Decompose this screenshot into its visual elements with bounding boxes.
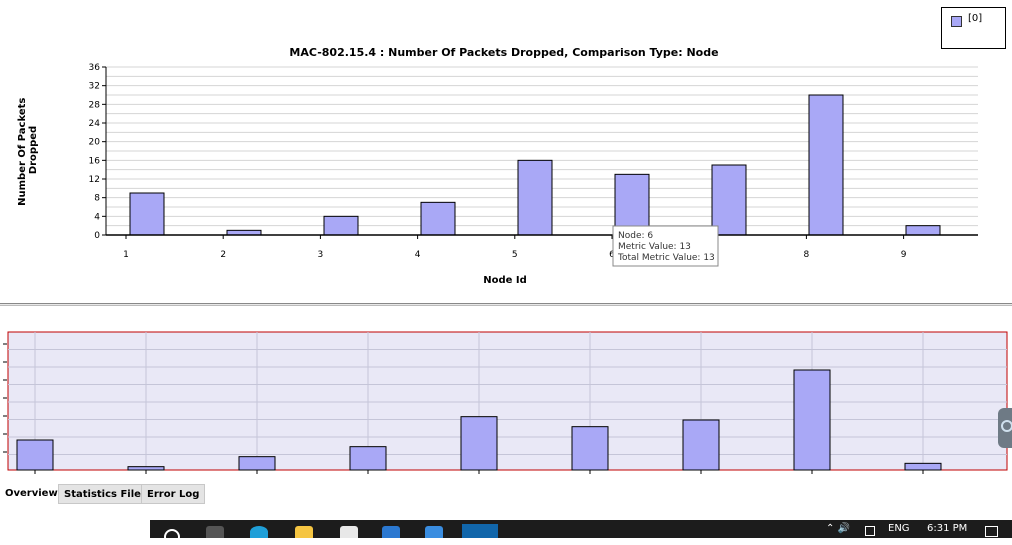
x-tick-label: 1 [123,250,129,260]
overview-bar [127,466,165,471]
tab-statistics-file[interactable]: Statistics File [58,484,147,504]
panel-collapse-handle[interactable] [998,408,1012,448]
clock[interactable]: 6:31 PM [927,523,968,534]
hover-tooltip: Node: 6 Metric Value: 13 Total Metric Va… [612,225,719,267]
y-axis-ticks: 0 4 8 12 16 20 24 28 32 36 [89,63,106,241]
overview-bar [349,446,387,471]
file-explorer-icon[interactable] [295,526,313,538]
x-tick-label: 9 [901,250,907,260]
y-tick-label: 12 [89,175,100,185]
overview-bar-chart[interactable] [0,320,1012,480]
notifications-icon[interactable] [985,526,998,537]
x-tick-label: 5 [512,250,518,260]
bar [517,159,553,236]
x-tick-label: 6 [609,250,615,260]
overview-bar [238,456,276,471]
bar [420,201,456,236]
bar [808,94,844,236]
tooltip-line-3: Total Metric Value: 13 [617,253,715,263]
overview-bars [16,369,942,471]
overview-ticks [3,343,924,474]
task-view-icon[interactable] [206,526,224,538]
tooltip-line-2: Metric Value: 13 [618,242,691,252]
y-tick-label: 36 [89,63,101,73]
overview-bar [16,439,54,471]
overview-bar [460,416,498,471]
legend-swatch [951,16,962,27]
chart-legend: [0] [941,7,1006,49]
bars [129,94,941,236]
bar [323,215,359,236]
edge-browser-icon[interactable] [250,526,268,538]
store-icon[interactable] [340,526,358,538]
y-tick-label: 24 [89,119,101,129]
mail-icon[interactable] [382,526,400,538]
splitter[interactable] [0,303,1012,306]
x-tick-label: 8 [804,250,810,260]
windows-taskbar: ⌃ 🔊 ENG 6:31 PM [150,520,1012,545]
overview-bar [571,426,609,471]
bar [711,164,747,236]
y-tick-label: 8 [94,194,100,204]
search-icon[interactable] [164,529,180,545]
x-axis-label: Node Id [483,275,527,286]
bar [129,192,165,236]
x-tick-label: 2 [220,250,226,260]
overview-plot-area [7,331,1008,471]
chart-title: MAC-802.15.4 : Number Of Packets Dropped… [289,46,718,59]
y-tick-label: 0 [94,231,100,241]
language-indicator[interactable]: ENG [888,523,910,534]
y-axis-label: Number Of Packets Dropped [17,94,39,206]
netsim-app-icon[interactable] [462,524,498,538]
tab-error-log[interactable]: Error Log [141,484,206,504]
tab-overview[interactable]: Overview [0,484,63,504]
y-tick-label: 32 [89,82,100,92]
overview-bar [904,462,942,471]
app-icon[interactable] [425,526,443,538]
overview-bar [682,419,720,471]
bottom-tab-bar: Overview Statistics File Error Log [0,480,1012,520]
x-tick-label: 4 [415,250,421,260]
y-tick-label: 28 [89,100,101,110]
tray-icons[interactable]: ⌃ 🔊 [826,523,851,534]
y-tick-label: 16 [89,156,101,166]
overview-bar [793,369,831,471]
network-icon[interactable] [865,526,875,536]
x-axis-ticks: 1 2 3 4 5 6 8 9 [123,235,907,260]
y-tick-label: 4 [94,212,100,222]
overview-grid [8,332,1007,470]
collapse-icon [1001,420,1012,432]
y-tick-label: 20 [89,138,101,148]
main-bar-chart: MAC-802.15.4 : Number Of Packets Dropped… [17,46,978,286]
bar [614,173,650,236]
legend-label: [0] [968,13,983,24]
bar [905,225,941,236]
x-tick-label: 3 [318,250,324,260]
tooltip-line-1: Node: 6 [618,231,653,241]
